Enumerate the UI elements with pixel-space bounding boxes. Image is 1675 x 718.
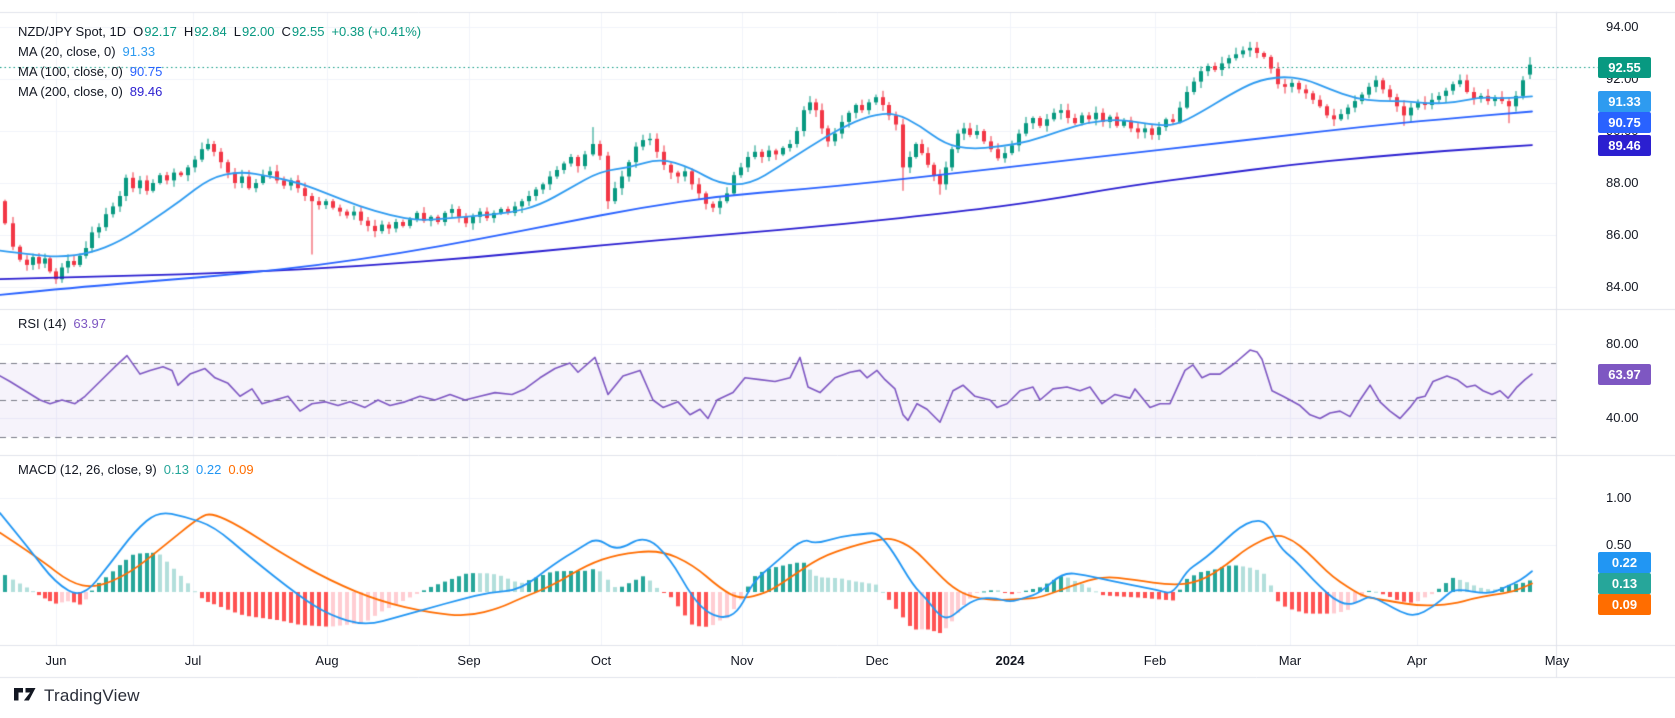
time-label: Apr — [1406, 653, 1428, 668]
ma100-value: 90.75 — [129, 64, 163, 79]
axis-price-badge: 0.22 — [1598, 551, 1651, 573]
ma200-value: 89.46 — [129, 84, 163, 99]
time-label: Dec — [865, 653, 889, 668]
attribution[interactable]: TradingView — [14, 686, 140, 706]
ohlc-low: L92.00 — [233, 24, 275, 39]
time-label: Nov — [730, 653, 754, 668]
ma20-value: 91.33 — [122, 44, 156, 59]
time-label: Mar — [1278, 653, 1302, 668]
axis-tick: 40.00 — [1606, 410, 1639, 425]
macd-line-value: 0.22 — [196, 462, 222, 477]
symbol-title[interactable]: NZD/JPY Spot, 1D — [18, 24, 127, 39]
axis-price-badge: 63.97 — [1598, 363, 1651, 385]
axis-price-badge: 0.13 — [1598, 572, 1651, 594]
time-label: Oct — [590, 653, 612, 668]
time-label: May — [1544, 653, 1570, 668]
axis-tick: 0.50 — [1606, 537, 1632, 552]
macd-hist-value: 0.13 — [163, 462, 190, 477]
time-label: 2024 — [995, 653, 1025, 668]
ma100-label: MA (100, close, 0) — [18, 64, 123, 79]
axis-price-badge: 0.09 — [1598, 593, 1651, 615]
axis-price-badge: 91.33 — [1598, 90, 1651, 112]
axis-tick: 84.00 — [1606, 279, 1639, 294]
ohlc-open: O92.17 — [133, 24, 177, 39]
macd-row[interactable]: MACD (12, 26, close, 9) 0.13 0.22 0.09 — [18, 460, 254, 480]
axis-tick: 88.00 — [1606, 175, 1639, 190]
time-label: Feb — [1143, 653, 1167, 668]
legend-macd: MACD (12, 26, close, 9) 0.13 0.22 0.09 — [18, 460, 254, 480]
axis-tick: 94.00 — [1606, 19, 1639, 34]
rsi-label: RSI (14) — [18, 316, 67, 331]
symbol-row[interactable]: NZD/JPY Spot, 1D O92.17 H92.84 L92.00 C9… — [18, 22, 421, 42]
time-label: Jul — [184, 653, 202, 668]
axis-tick: 80.00 — [1606, 336, 1639, 351]
axis-price-badge: 89.46 — [1598, 134, 1651, 156]
ma20-label: MA (20, close, 0) — [18, 44, 116, 59]
time-label: Aug — [315, 653, 339, 668]
tradingview-logo-icon — [14, 687, 36, 705]
macd-label: MACD (12, 26, close, 9) — [18, 462, 157, 477]
ohlc-high: H92.84 — [183, 24, 227, 39]
ma200-label: MA (200, close, 0) — [18, 84, 123, 99]
legend-main: NZD/JPY Spot, 1D O92.17 H92.84 L92.00 C9… — [18, 22, 421, 102]
time-label: Jun — [45, 653, 67, 668]
macd-signal-value: 0.09 — [228, 462, 254, 477]
axis-price-badge: 92.55 — [1598, 56, 1651, 78]
ma20-row[interactable]: MA (20, close, 0) 91.33 — [18, 42, 421, 62]
axis-price-badge: 90.75 — [1598, 111, 1651, 133]
axis-tick: 86.00 — [1606, 227, 1639, 242]
time-label: Sep — [457, 653, 481, 668]
change-value: +0.38 (+0.41%) — [331, 24, 422, 39]
legend-rsi: RSI (14) 63.97 — [18, 314, 106, 334]
ohlc-close: C92.55 — [281, 24, 325, 39]
axis-tick: 1.00 — [1606, 490, 1632, 505]
ma200-row[interactable]: MA (200, close, 0) 89.46 — [18, 82, 421, 102]
tradingview-brand-text: TradingView — [44, 686, 140, 705]
ma100-row[interactable]: MA (100, close, 0) 90.75 — [18, 62, 421, 82]
rsi-row[interactable]: RSI (14) 63.97 — [18, 314, 106, 334]
rsi-value: 63.97 — [73, 316, 106, 331]
